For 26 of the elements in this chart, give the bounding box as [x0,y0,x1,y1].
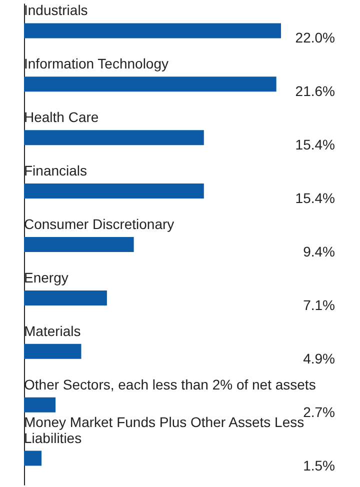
bar [24,130,204,146]
bar [24,290,107,306]
bar [24,397,56,412]
data-label: 9.4% [303,244,335,260]
y-tick-label: Industrials [24,2,88,18]
data-label: 2.7% [303,404,335,420]
bar [24,76,276,92]
y-tick-label: Financials [24,162,88,179]
bar [24,237,134,252]
data-label: 1.5% [303,457,335,474]
bar [24,23,281,38]
bar [24,450,42,466]
bar [24,184,204,199]
y-tick-label: Consumer Discretionary [24,216,174,232]
data-label: 7.1% [303,296,335,313]
data-label: 4.9% [303,350,335,366]
y-tick-label: Energy [24,269,68,286]
data-label: 15.4% [295,136,335,153]
data-label: 15.4% [295,190,335,206]
y-tick-label: Information Technology [24,56,168,72]
bar [24,344,82,359]
y-tick-label: Materials [24,322,81,339]
data-label: 22.0% [295,30,335,46]
y-tick-label: Health Care [24,109,99,126]
y-tick-label: Other Sectors, each less than 2% of net assets [24,376,316,392]
data-label: 21.6% [295,83,335,100]
